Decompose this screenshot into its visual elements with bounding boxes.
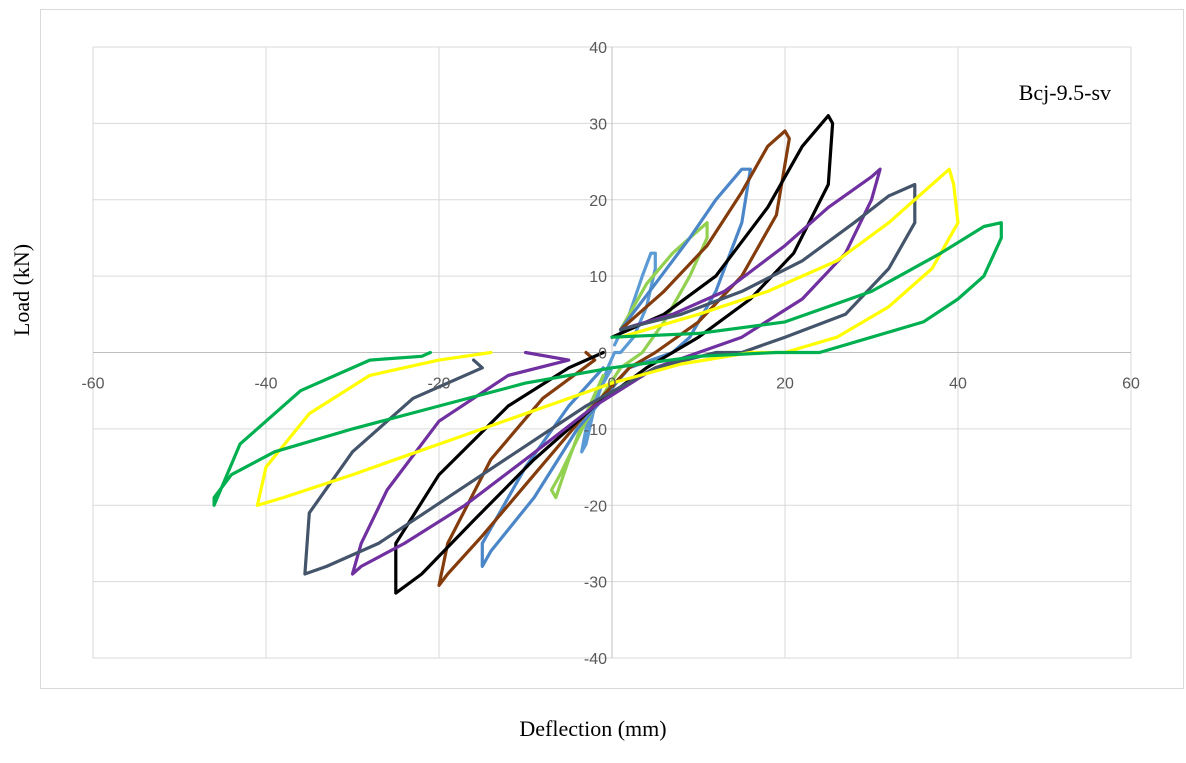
y-tick-label: 40	[589, 40, 607, 57]
hysteresis-loop-4	[439, 131, 789, 585]
tick-labels: -60 -40 -20 0 20 40 60 -40 -30 -20 -10 0 10 20 30 40	[81, 40, 1140, 668]
y-tick-label: -10	[584, 422, 607, 439]
x-tick-label: -20	[427, 376, 450, 393]
gridlines	[93, 47, 1131, 658]
y-tick-label: 30	[589, 116, 607, 133]
y-tick-label: 10	[589, 269, 607, 286]
x-axis-label: Deflection (mm)	[0, 716, 1186, 742]
y-tick-label: 20	[589, 193, 607, 210]
y-tick-label: -30	[584, 575, 607, 592]
x-tick-label: 40	[949, 376, 967, 393]
series-layer	[214, 116, 1001, 593]
x-tick-label: -40	[254, 376, 277, 393]
chart-annotation: Bcj-9.5-sv	[1019, 80, 1111, 105]
hysteresis-loop-8	[257, 169, 958, 505]
x-tick-label: 0	[608, 376, 617, 393]
y-tick-label: -40	[584, 651, 607, 668]
x-tick-label: 60	[1122, 376, 1140, 393]
x-tick-label: 20	[776, 376, 794, 393]
y-tick-label: -20	[584, 498, 607, 515]
y-tick-label: 0	[598, 346, 607, 363]
y-axis-label: Load (kN)	[9, 244, 35, 336]
x-tick-label: -60	[81, 376, 104, 393]
